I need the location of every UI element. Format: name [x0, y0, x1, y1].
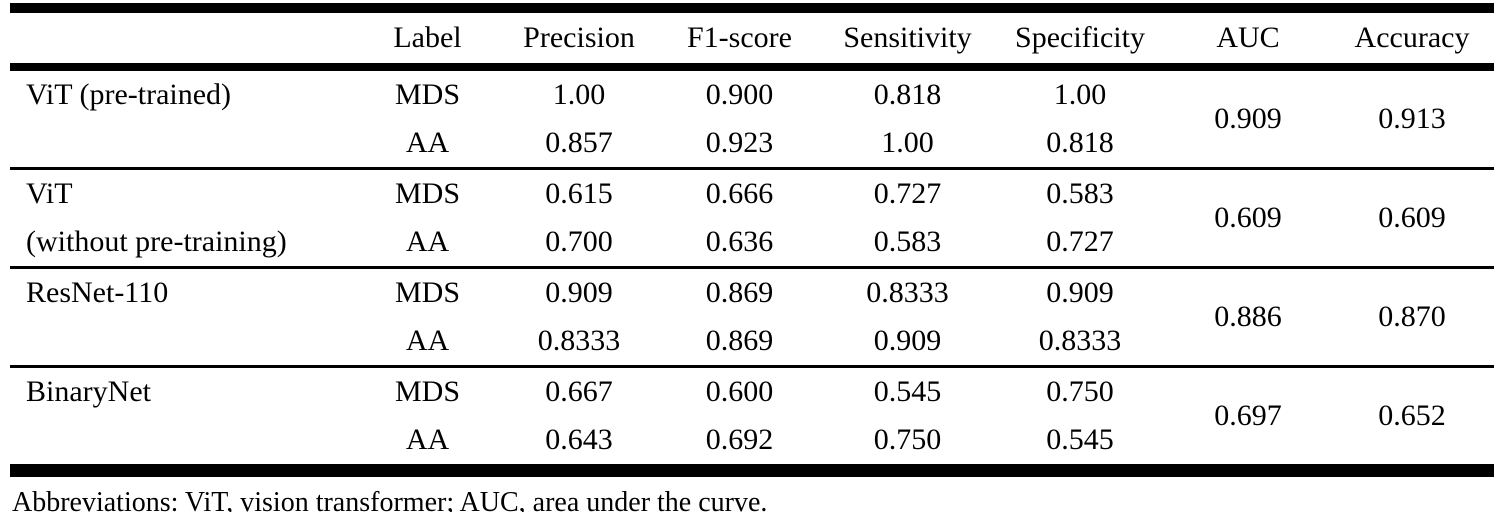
specificity-cell: 0.727: [1046, 225, 1114, 258]
model-name-line2: [10, 119, 355, 167]
precision-cell: 0.857: [545, 126, 613, 159]
f1-score-cell: 0.900: [705, 78, 774, 111]
accuracy-cell: 0.913: [1378, 102, 1446, 135]
precision-cell: 0.667: [545, 375, 613, 408]
f1-score-cell: 0.869: [705, 276, 774, 309]
accuracy-cell: 0.870: [1378, 300, 1446, 333]
f1-score-cell: 0.869: [705, 324, 774, 357]
table-header-row: Label Precision F1-score Sensitivity Spe…: [10, 8, 1494, 67]
auc-cell: 0.909: [1214, 102, 1282, 135]
sensitivity-cell: 0.909: [873, 324, 942, 357]
column-header-label: Label: [393, 21, 462, 54]
column-header-model: [10, 8, 355, 67]
precision-cell: 0.909: [545, 276, 613, 309]
precision-cell: 0.8333: [537, 324, 621, 357]
specificity-cell: 1.00: [1053, 78, 1107, 111]
accuracy-cell: 0.652: [1378, 399, 1446, 432]
sensitivity-cell: 0.750: [873, 423, 942, 456]
label-cell: MDS: [394, 78, 461, 111]
model-name-line2: (without pre-training): [26, 225, 287, 258]
f1-score-cell: 0.692: [705, 423, 774, 456]
table-row: ViT (pre-trained) MDS 1.00 0.900 0.818 1…: [10, 67, 1494, 135]
label-cell: AA: [405, 423, 450, 456]
model-name-cell: ResNet-110: [10, 268, 355, 367]
accuracy-cell: 0.609: [1378, 201, 1446, 234]
label-cell: AA: [405, 126, 450, 159]
table-row: ViT (without pre-training) MDS 0.615 0.6…: [10, 169, 1494, 258]
sensitivity-cell: 1.00: [881, 126, 934, 159]
label-cell: MDS: [394, 276, 461, 309]
table-row: AA 0.8333 0.869 0.909 0.8333: [10, 317, 1494, 367]
column-header-specificity: Specificity: [1015, 21, 1145, 54]
auc-cell: 0.609: [1214, 201, 1282, 234]
model-name-line2: [10, 317, 355, 365]
precision-cell: 0.643: [545, 423, 613, 456]
column-header-accuracy: Accuracy: [1354, 21, 1470, 54]
label-cell: MDS: [394, 177, 461, 210]
sensitivity-cell: 0.8333: [866, 276, 949, 309]
precision-cell: 1.00: [552, 78, 606, 111]
f1-score-cell: 0.636: [705, 225, 774, 258]
model-performance-table: Label Precision F1-score Sensitivity Spe…: [10, 3, 1494, 477]
specificity-cell: 0.545: [1046, 423, 1114, 456]
model-name-cell: ViT (pre-trained): [10, 67, 355, 169]
label-cell: AA: [405, 225, 450, 258]
column-header-f1-score: F1-score: [687, 21, 792, 54]
label-cell: MDS: [394, 375, 461, 408]
f1-score-cell: 0.923: [705, 126, 774, 159]
model-name-line1: BinaryNet: [26, 375, 151, 408]
table-row: ResNet-110 MDS 0.909 0.869 0.8333 0.909 …: [10, 268, 1494, 333]
label-cell: AA: [405, 324, 450, 357]
table-row: AA 0.643 0.692 0.750 0.545: [10, 416, 1494, 471]
f1-score-cell: 0.666: [705, 177, 774, 210]
specificity-cell: 0.818: [1046, 126, 1114, 159]
specificity-cell: 0.8333: [1038, 324, 1122, 357]
table-row: AA 0.857 0.923 1.00 0.818: [10, 119, 1494, 169]
sensitivity-cell: 0.818: [873, 78, 942, 111]
precision-cell: 0.700: [545, 225, 613, 258]
model-name-line2: [10, 416, 355, 464]
model-name-cell: ViT (without pre-training): [10, 169, 355, 268]
precision-cell: 0.615: [545, 177, 613, 210]
table-row: BinaryNet MDS 0.667 0.600 0.545 0.750 0.…: [10, 367, 1494, 432]
sensitivity-cell: 0.583: [873, 225, 942, 258]
auc-cell: 0.886: [1214, 300, 1282, 333]
column-header-precision: Precision: [523, 21, 635, 54]
specificity-cell: 0.909: [1046, 276, 1114, 309]
auc-cell: 0.697: [1214, 399, 1282, 432]
abbreviations-footnote: Abbreviations: ViT, vision transformer; …: [12, 487, 768, 512]
column-header-auc: AUC: [1216, 21, 1280, 54]
model-name-line1: ViT (pre-trained): [26, 78, 232, 111]
model-name-line1: ResNet-110: [26, 276, 169, 309]
table-row: AA 0.700 0.636 0.583 0.727: [10, 218, 1494, 268]
sensitivity-cell: 0.545: [873, 375, 942, 408]
specificity-cell: 0.750: [1046, 375, 1114, 408]
specificity-cell: 0.583: [1046, 177, 1114, 210]
model-name-cell: BinaryNet: [10, 367, 355, 471]
sensitivity-cell: 0.727: [873, 177, 942, 210]
column-header-sensitivity: Sensitivity: [843, 21, 972, 54]
model-name-line1: ViT: [26, 177, 73, 210]
f1-score-cell: 0.600: [705, 375, 774, 408]
